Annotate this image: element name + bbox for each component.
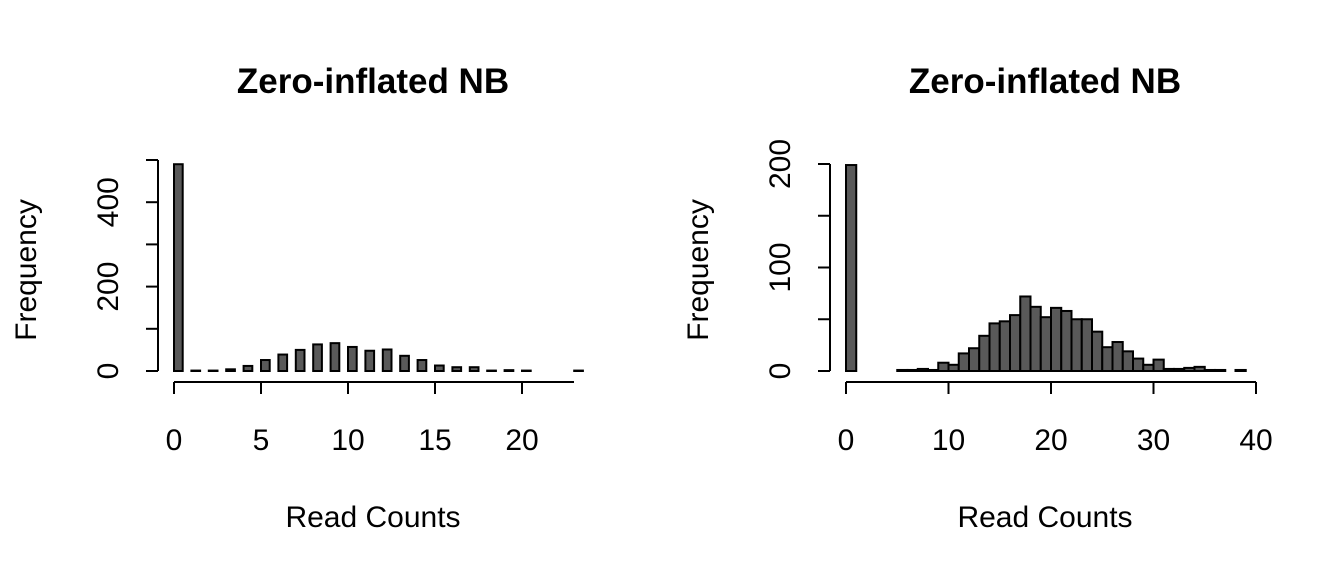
x-axis-label: Read Counts xyxy=(957,501,1132,534)
y-tick-label: 0 xyxy=(92,363,125,380)
histogram-bar xyxy=(261,360,270,371)
histogram-bar xyxy=(846,165,856,371)
x-tick-label: 15 xyxy=(418,424,451,457)
histogram-bar xyxy=(1092,332,1102,371)
histogram-bar xyxy=(1195,367,1205,371)
histogram-bar xyxy=(348,347,357,371)
histogram-bar xyxy=(296,350,305,371)
chart-title: Zero-inflated NB xyxy=(237,62,509,101)
histogram-bar xyxy=(908,370,918,371)
y-axis: 0 100 200 xyxy=(764,139,830,379)
y-axis: 0 200 400 xyxy=(92,160,158,379)
histogram-bar xyxy=(313,344,322,371)
histogram-bar xyxy=(1000,321,1010,371)
histogram-bar xyxy=(278,355,287,371)
histogram-bar xyxy=(959,353,969,371)
histogram-bar xyxy=(1041,317,1051,371)
histogram-panel-right: Zero-inflated NB Read Counts Frequency 0… xyxy=(682,62,1273,534)
x-tick-label: 10 xyxy=(331,424,364,457)
x-tick-label: 30 xyxy=(1137,424,1170,457)
histogram-bar xyxy=(470,367,479,371)
x-tick-label: 5 xyxy=(253,424,270,457)
histogram-bar xyxy=(1010,315,1020,371)
histogram-bar xyxy=(226,369,235,371)
bar-layer xyxy=(174,164,583,371)
histogram-bar xyxy=(1215,370,1225,371)
x-axis: 0 10 20 30 40 xyxy=(838,382,1273,457)
histogram-panel-left: Zero-inflated NB Read Counts Frequency 0… xyxy=(10,62,583,534)
histogram-bar xyxy=(1031,307,1041,371)
histogram-bar xyxy=(1113,342,1123,371)
x-tick-label: 40 xyxy=(1239,424,1272,457)
x-tick-label: 20 xyxy=(505,424,538,457)
histogram-bar xyxy=(969,348,979,371)
histogram-bar xyxy=(1082,319,1092,371)
histogram-bar xyxy=(435,366,444,371)
histogram-bar xyxy=(938,363,948,371)
x-tick-label: 0 xyxy=(838,424,855,457)
histogram-bar xyxy=(174,164,183,371)
y-tick-label: 200 xyxy=(92,262,125,312)
histogram-bar xyxy=(949,365,959,371)
histogram-bar xyxy=(365,351,374,371)
histogram-bar xyxy=(244,366,253,371)
chart-title: Zero-inflated NB xyxy=(909,62,1181,101)
histogram-bar xyxy=(452,367,461,371)
y-axis-label: Frequency xyxy=(682,199,715,341)
histogram-bar xyxy=(1123,351,1133,371)
histogram-bar xyxy=(1102,347,1112,371)
x-axis: 0 5 10 15 20 xyxy=(166,382,574,457)
x-tick-label: 0 xyxy=(166,424,183,457)
histogram-bar xyxy=(1154,360,1164,371)
histogram-bar xyxy=(1143,365,1153,371)
histogram-bar xyxy=(383,349,392,371)
histogram-bar xyxy=(400,356,409,371)
histogram-bar xyxy=(918,369,928,371)
y-tick-label: 400 xyxy=(92,177,125,227)
histogram-bar xyxy=(1133,359,1143,371)
histogram-bar xyxy=(1174,369,1184,371)
x-axis-label: Read Counts xyxy=(285,501,460,534)
histogram-bar xyxy=(1020,296,1030,371)
histogram-bar xyxy=(1236,370,1246,371)
histogram-bar xyxy=(1072,319,1082,371)
histogram-bar xyxy=(1205,370,1215,371)
x-tick-label: 20 xyxy=(1034,424,1067,457)
histogram-bar xyxy=(897,370,907,371)
histogram-bar xyxy=(418,360,427,371)
histogram-bar xyxy=(1061,311,1071,371)
y-tick-label: 200 xyxy=(764,139,797,189)
y-tick-label: 100 xyxy=(764,242,797,292)
histogram-bar xyxy=(1051,308,1061,371)
x-tick-label: 10 xyxy=(932,424,965,457)
histogram-bar xyxy=(990,323,1000,371)
y-axis-label: Frequency xyxy=(10,199,43,341)
histogram-bar xyxy=(1184,368,1194,371)
y-tick-label: 0 xyxy=(764,363,797,380)
histogram-bar xyxy=(1164,369,1174,371)
bar-layer xyxy=(846,165,1246,371)
histogram-bar xyxy=(928,370,938,371)
histogram-bar xyxy=(505,370,514,371)
histogram-bar xyxy=(331,343,340,371)
histogram-bar xyxy=(979,336,989,371)
